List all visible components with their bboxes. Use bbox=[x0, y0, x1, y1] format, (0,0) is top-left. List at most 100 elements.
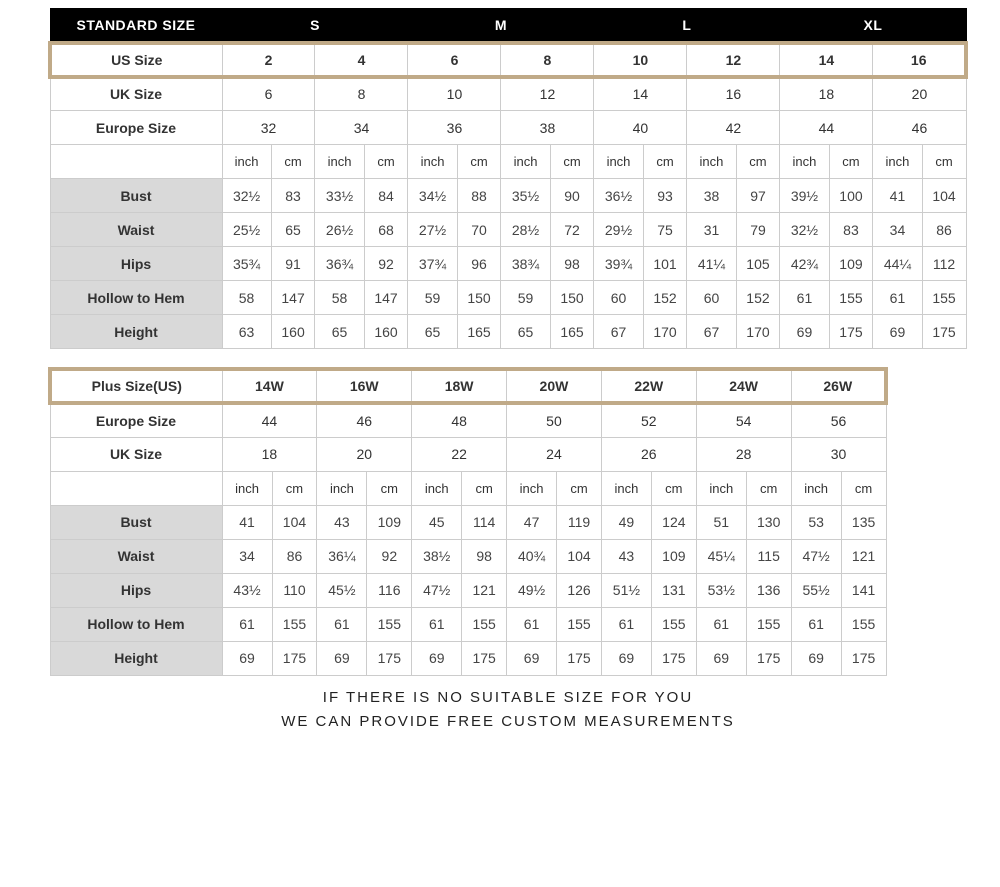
measurement-value: 51 bbox=[696, 505, 746, 539]
measurement-label: Waist bbox=[50, 213, 222, 247]
eu-size-row: Europe Size 32 34 36 38 40 42 44 46 bbox=[50, 111, 966, 145]
measurement-value: 45 bbox=[412, 505, 462, 539]
eu-40: 40 bbox=[594, 111, 687, 145]
measurement-value: 175 bbox=[367, 641, 412, 675]
uk-size-label-2: UK Size bbox=[50, 437, 222, 471]
unit-cm: cm bbox=[841, 471, 886, 505]
us-14: 14 bbox=[780, 43, 873, 77]
us-16: 16 bbox=[873, 43, 966, 77]
measurement-value: 155 bbox=[651, 607, 696, 641]
measurement-value: 35¾ bbox=[222, 247, 271, 281]
table-row: Height6917569175691756917569175691756917… bbox=[50, 641, 886, 675]
measurement-value: 175 bbox=[746, 641, 791, 675]
measurement-value: 40¾ bbox=[507, 539, 557, 573]
unit-inch: inch bbox=[687, 145, 736, 179]
measurement-value: 84 bbox=[364, 179, 408, 213]
unit-row: inchcm inchcm inchcm inchcm inchcm inchc… bbox=[50, 145, 966, 179]
measurement-value: 35½ bbox=[501, 179, 550, 213]
measurement-value: 31 bbox=[687, 213, 736, 247]
plus-14w: 14W bbox=[222, 369, 317, 403]
measurement-value: 112 bbox=[922, 247, 966, 281]
table-row: Hips35¾9136¾9237¾9638¾9839¾10141¼10542¾1… bbox=[50, 247, 966, 281]
measurement-value: 150 bbox=[457, 281, 501, 315]
measurement-value: 41 bbox=[222, 505, 272, 539]
measurement-label: Bust bbox=[50, 505, 222, 539]
unit-cm: cm bbox=[736, 145, 780, 179]
measurement-value: 88 bbox=[457, 179, 501, 213]
measurement-value: 58 bbox=[222, 281, 271, 315]
unit-cm: cm bbox=[746, 471, 791, 505]
measurement-value: 155 bbox=[462, 607, 507, 641]
measurement-value: 58 bbox=[315, 281, 364, 315]
unit-inch: inch bbox=[408, 145, 457, 179]
measurement-value: 69 bbox=[222, 641, 272, 675]
unit-inch: inch bbox=[601, 471, 651, 505]
uk-8: 8 bbox=[315, 77, 408, 111]
eu2-46: 46 bbox=[317, 403, 412, 437]
measurement-value: 61 bbox=[317, 607, 367, 641]
measurement-value: 131 bbox=[651, 573, 696, 607]
plus-size-table: Plus Size(US) 14W 16W 18W 20W 22W 24W 26… bbox=[48, 367, 888, 676]
measurement-value: 75 bbox=[643, 213, 687, 247]
us-10: 10 bbox=[594, 43, 687, 77]
measurement-value: 170 bbox=[736, 315, 780, 349]
uk2-18: 18 bbox=[222, 437, 317, 471]
uk-12: 12 bbox=[501, 77, 594, 111]
measurement-value: 60 bbox=[594, 281, 643, 315]
measurement-value: 47 bbox=[507, 505, 557, 539]
measurement-value: 96 bbox=[457, 247, 501, 281]
us-size-row: US Size 2 4 6 8 10 12 14 16 bbox=[50, 43, 966, 77]
measurement-value: 155 bbox=[272, 607, 317, 641]
measurement-value: 170 bbox=[643, 315, 687, 349]
uk-size-row-2: UK Size 18 20 22 24 26 28 30 bbox=[50, 437, 886, 471]
unit-inch: inch bbox=[791, 471, 841, 505]
measurement-value: 83 bbox=[829, 213, 873, 247]
unit-inch: inch bbox=[780, 145, 829, 179]
uk-14: 14 bbox=[594, 77, 687, 111]
measurement-value: 45½ bbox=[317, 573, 367, 607]
measurement-value: 160 bbox=[364, 315, 408, 349]
unit-inch: inch bbox=[696, 471, 746, 505]
measurement-value: 25½ bbox=[222, 213, 271, 247]
measurement-value: 67 bbox=[594, 315, 643, 349]
measurement-value: 36¾ bbox=[315, 247, 364, 281]
measurement-value: 100 bbox=[829, 179, 873, 213]
standard-size-table: STANDARD SIZE S M L XL US Size 2 4 6 8 1… bbox=[48, 8, 968, 349]
measurement-value: 65 bbox=[315, 315, 364, 349]
measurement-value: 83 bbox=[271, 179, 315, 213]
unit-blank-2 bbox=[50, 471, 222, 505]
uk-size-label: UK Size bbox=[50, 77, 222, 111]
measurement-label: Height bbox=[50, 315, 222, 349]
measurement-value: 155 bbox=[367, 607, 412, 641]
measurement-value: 101 bbox=[643, 247, 687, 281]
measurement-value: 155 bbox=[922, 281, 966, 315]
measurement-value: 27½ bbox=[408, 213, 457, 247]
measurement-value: 32½ bbox=[222, 179, 271, 213]
measurement-value: 104 bbox=[272, 505, 317, 539]
measurement-value: 86 bbox=[922, 213, 966, 247]
unit-inch: inch bbox=[412, 471, 462, 505]
measurement-value: 147 bbox=[271, 281, 315, 315]
uk-6: 6 bbox=[222, 77, 315, 111]
eu-42: 42 bbox=[687, 111, 780, 145]
measurement-value: 68 bbox=[364, 213, 408, 247]
us-12: 12 bbox=[687, 43, 780, 77]
measurement-value: 155 bbox=[841, 607, 886, 641]
unit-cm: cm bbox=[272, 471, 317, 505]
measurement-value: 70 bbox=[457, 213, 501, 247]
table-row: Waist25½6526½6827½7028½7229½75317932½833… bbox=[50, 213, 966, 247]
measurement-value: 91 bbox=[271, 247, 315, 281]
us-size-label: US Size bbox=[50, 43, 222, 77]
plus-size-row: Plus Size(US) 14W 16W 18W 20W 22W 24W 26… bbox=[50, 369, 886, 403]
measurement-value: 41 bbox=[873, 179, 922, 213]
measurement-value: 65 bbox=[408, 315, 457, 349]
eu2-56: 56 bbox=[791, 403, 886, 437]
eu-44: 44 bbox=[780, 111, 873, 145]
unit-inch: inch bbox=[594, 145, 643, 179]
measurement-value: 155 bbox=[829, 281, 873, 315]
measurement-label: Hips bbox=[50, 573, 222, 607]
table-row: Bust32½8333½8434½8835½9036½93389739½1004… bbox=[50, 179, 966, 213]
unit-cm: cm bbox=[271, 145, 315, 179]
measurement-value: 69 bbox=[696, 641, 746, 675]
unit-cm: cm bbox=[550, 145, 594, 179]
